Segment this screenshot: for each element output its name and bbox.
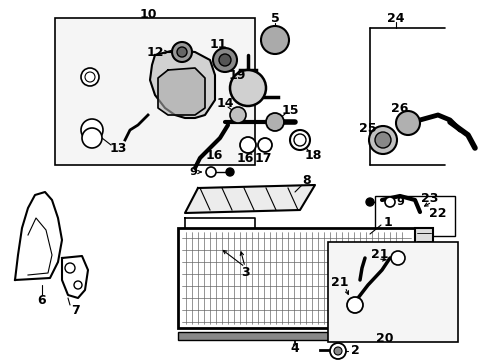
Circle shape xyxy=(365,198,373,206)
Circle shape xyxy=(213,48,237,72)
Circle shape xyxy=(395,111,419,135)
Circle shape xyxy=(229,107,245,123)
Text: 17: 17 xyxy=(254,152,271,165)
Circle shape xyxy=(85,72,95,82)
Text: 14: 14 xyxy=(216,96,233,109)
Circle shape xyxy=(177,47,186,57)
Polygon shape xyxy=(184,185,314,213)
Text: 19: 19 xyxy=(228,68,245,81)
Text: 12: 12 xyxy=(146,45,163,59)
Text: 8: 8 xyxy=(302,174,311,186)
Text: 15: 15 xyxy=(281,104,298,117)
Text: 26: 26 xyxy=(390,102,408,114)
Bar xyxy=(178,332,414,340)
Text: 23: 23 xyxy=(421,192,438,204)
Text: 6: 6 xyxy=(38,293,46,306)
Circle shape xyxy=(229,70,265,106)
Text: 7: 7 xyxy=(70,303,79,316)
Circle shape xyxy=(293,134,305,146)
Circle shape xyxy=(219,54,230,66)
Bar xyxy=(414,228,432,328)
Circle shape xyxy=(172,42,192,62)
Polygon shape xyxy=(158,68,204,115)
Circle shape xyxy=(82,128,102,148)
Text: 5: 5 xyxy=(270,12,279,24)
Circle shape xyxy=(390,251,404,265)
Bar xyxy=(55,18,254,165)
Text: 1: 1 xyxy=(383,216,391,229)
Text: 10: 10 xyxy=(139,8,157,21)
Circle shape xyxy=(240,137,256,153)
Circle shape xyxy=(74,281,82,289)
Text: 22: 22 xyxy=(427,207,445,220)
Bar xyxy=(327,242,457,342)
Circle shape xyxy=(346,297,362,313)
Text: 21: 21 xyxy=(370,248,388,261)
Circle shape xyxy=(81,119,103,141)
Text: 16: 16 xyxy=(236,152,253,165)
Text: 9: 9 xyxy=(395,197,403,207)
Polygon shape xyxy=(150,50,215,118)
Circle shape xyxy=(225,168,234,176)
Text: 18: 18 xyxy=(304,149,321,162)
Circle shape xyxy=(261,26,288,54)
Bar xyxy=(374,196,454,236)
Circle shape xyxy=(374,132,390,148)
Circle shape xyxy=(333,347,341,355)
Text: 25: 25 xyxy=(359,122,376,135)
Text: 20: 20 xyxy=(375,332,393,345)
Polygon shape xyxy=(15,192,62,280)
Circle shape xyxy=(265,113,284,131)
Text: 13: 13 xyxy=(109,141,126,154)
Circle shape xyxy=(65,263,75,273)
Circle shape xyxy=(258,138,271,152)
Bar xyxy=(178,228,414,328)
Text: 11: 11 xyxy=(209,37,226,50)
Text: 16: 16 xyxy=(205,149,222,162)
Circle shape xyxy=(289,130,309,150)
Circle shape xyxy=(384,197,394,207)
Text: 4: 4 xyxy=(290,342,299,355)
Text: 24: 24 xyxy=(386,12,404,24)
Circle shape xyxy=(81,68,99,86)
Text: 21: 21 xyxy=(330,275,348,288)
Circle shape xyxy=(368,126,396,154)
Text: 9: 9 xyxy=(189,167,197,177)
Circle shape xyxy=(329,343,346,359)
Circle shape xyxy=(205,167,216,177)
Text: 2: 2 xyxy=(350,345,359,357)
Text: 3: 3 xyxy=(240,266,249,279)
